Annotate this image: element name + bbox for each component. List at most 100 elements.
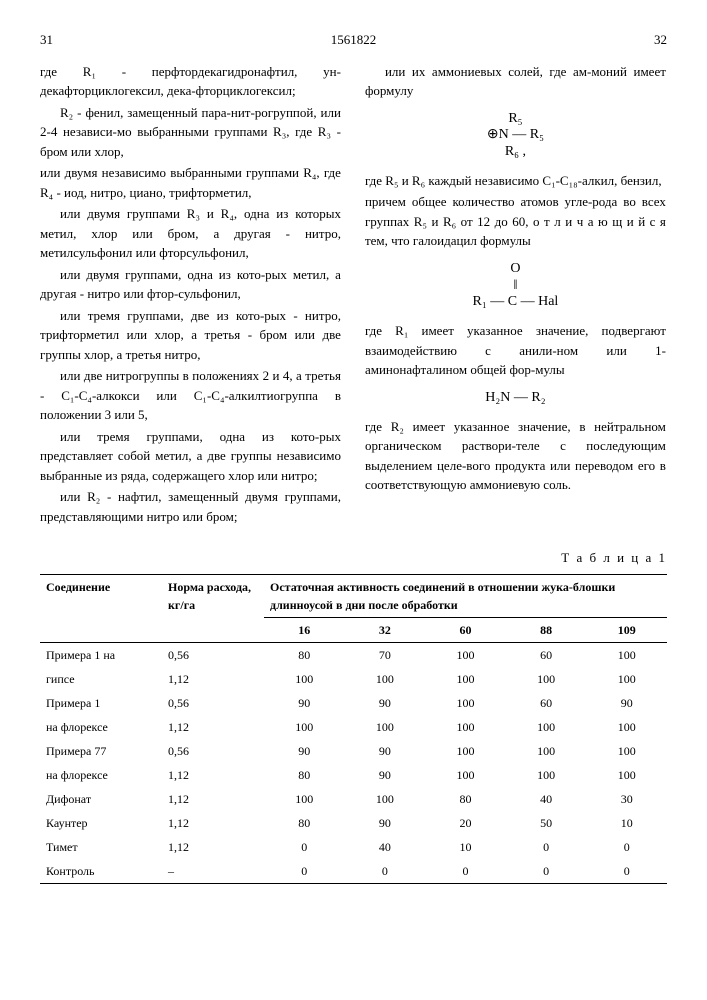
formula1-line2: ⊕N — R₅: [365, 127, 666, 144]
left-p4: или двумя группами R₃ и R₄, одна из кото…: [40, 204, 341, 263]
left-p5: или двумя группами, одна из кото-рых мет…: [40, 265, 341, 304]
cell-compound: Тимет: [40, 835, 162, 859]
page-number-left: 31: [40, 30, 90, 50]
cell-value: 80: [425, 787, 506, 811]
cell-value: 40: [345, 835, 426, 859]
cell-value: 0: [506, 835, 587, 859]
cell-compound: на флорексе: [40, 763, 162, 787]
cell-value: 100: [425, 642, 506, 667]
table-row: Примера 770,569090100100100: [40, 739, 667, 763]
cell-value: 100: [264, 787, 345, 811]
cell-value: 100: [345, 787, 426, 811]
cell-value: 100: [586, 642, 667, 667]
cell-value: 100: [506, 667, 587, 691]
left-p9: или R₂ - нафтил, замещенный двумя группа…: [40, 487, 341, 526]
cell-value: 80: [264, 763, 345, 787]
table-row: Примера 1 на0,56807010060100: [40, 642, 667, 667]
cell-value: 0: [425, 859, 506, 884]
th-day-109: 109: [586, 617, 667, 642]
cell-value: 100: [586, 739, 667, 763]
cell-rate: 1,12: [162, 811, 264, 835]
cell-value: 100: [264, 667, 345, 691]
cell-value: 0: [264, 859, 345, 884]
cell-value: 100: [586, 715, 667, 739]
cell-compound: гипсе: [40, 667, 162, 691]
cell-value: 100: [586, 763, 667, 787]
cell-value: 0: [586, 859, 667, 884]
th-day-32: 32: [345, 617, 426, 642]
table-row: Дифонат1,12100100804030: [40, 787, 667, 811]
right-column: или их аммониевых солей, где ам-моний им…: [365, 60, 666, 529]
formula2-line2: ‖: [365, 278, 666, 295]
cell-value: 90: [345, 691, 426, 715]
table-row: Тимет1,120401000: [40, 835, 667, 859]
cell-rate: 0,56: [162, 642, 264, 667]
cell-value: 10: [586, 811, 667, 835]
cell-compound: Примера 1 на: [40, 642, 162, 667]
cell-value: 100: [506, 763, 587, 787]
left-p3: или двумя независимо выбранными группами…: [40, 163, 341, 202]
cell-value: 90: [264, 739, 345, 763]
cell-value: 90: [345, 811, 426, 835]
formula2-line3: R₁ — C — Hal: [365, 294, 666, 311]
data-table: Соединение Норма расхода, кг/га Остаточн…: [40, 574, 667, 890]
cell-value: 10: [425, 835, 506, 859]
th-day-60: 60: [425, 617, 506, 642]
formula1-line1: R₅: [365, 111, 666, 128]
cell-value: 100: [425, 715, 506, 739]
table-caption: Т а б л и ц а 1: [40, 548, 667, 568]
document-number: 1561822: [90, 30, 617, 50]
cell-value: 70: [345, 642, 426, 667]
cell-compound: Дифонат: [40, 787, 162, 811]
cell-rate: 1,12: [162, 667, 264, 691]
cell-value: 100: [506, 739, 587, 763]
cell-value: 60: [506, 691, 587, 715]
cell-value: 90: [345, 739, 426, 763]
table-row: Примера 10,5690901006090: [40, 691, 667, 715]
cell-rate: 1,12: [162, 715, 264, 739]
right-p1: или их аммониевых солей, где ам-моний им…: [365, 62, 666, 101]
right-p4: где R₁ имеет указанное значение, подверг…: [365, 321, 666, 380]
left-p8: или тремя группами, одна из кото-рых пре…: [40, 427, 341, 486]
cell-value: 100: [345, 715, 426, 739]
th-day-88: 88: [506, 617, 587, 642]
cell-value: 100: [425, 667, 506, 691]
cell-value: 80: [264, 642, 345, 667]
left-p6: или тремя группами, две из кото-рых - ни…: [40, 306, 341, 365]
cell-value: 100: [264, 715, 345, 739]
formula1-line3: R₆ ,: [365, 144, 666, 161]
th-compound: Соединение: [40, 574, 162, 642]
cell-compound: Каунтер: [40, 811, 162, 835]
table-row: на флорексе1,12100100100100100: [40, 715, 667, 739]
cell-value: 20: [425, 811, 506, 835]
cell-value: 40: [506, 787, 587, 811]
body-columns: где R₁ - перфтордекагидронафтил, ун-дека…: [40, 60, 667, 529]
cell-value: 0: [345, 859, 426, 884]
right-p5: где R₂ имеет указанное значение, в нейтр…: [365, 417, 666, 495]
cell-value: 30: [586, 787, 667, 811]
formula2-line1: O: [365, 261, 666, 278]
table-row: гипсе1,12100100100100100: [40, 667, 667, 691]
cell-value: 0: [264, 835, 345, 859]
cell-value: 50: [506, 811, 587, 835]
th-rate: Норма расхода, кг/га: [162, 574, 264, 642]
table-body: Примера 1 на0,56807010060100гипсе1,12100…: [40, 642, 667, 883]
cell-value: 100: [425, 739, 506, 763]
left-p2: R₂ - фенил, замещенный пара-нит-рогруппо…: [40, 103, 341, 162]
table-row: Каунтер1,128090205010: [40, 811, 667, 835]
cell-compound: Контроль: [40, 859, 162, 884]
left-p7: или две нитрогруппы в положениях 2 и 4, …: [40, 366, 341, 425]
cell-rate: 1,12: [162, 835, 264, 859]
cell-value: 0: [586, 835, 667, 859]
cell-value: 100: [506, 715, 587, 739]
cell-rate: 1,12: [162, 787, 264, 811]
cell-rate: 0,56: [162, 691, 264, 715]
th-day-16: 16: [264, 617, 345, 642]
right-p3: причем общее количество атомов угле-рода…: [365, 192, 666, 251]
table-row: Контроль–00000: [40, 859, 667, 884]
page-header: 31 1561822 32: [40, 30, 667, 50]
cell-value: 90: [345, 763, 426, 787]
cell-compound: Примера 77: [40, 739, 162, 763]
cell-value: 60: [506, 642, 587, 667]
cell-compound: на флорексе: [40, 715, 162, 739]
